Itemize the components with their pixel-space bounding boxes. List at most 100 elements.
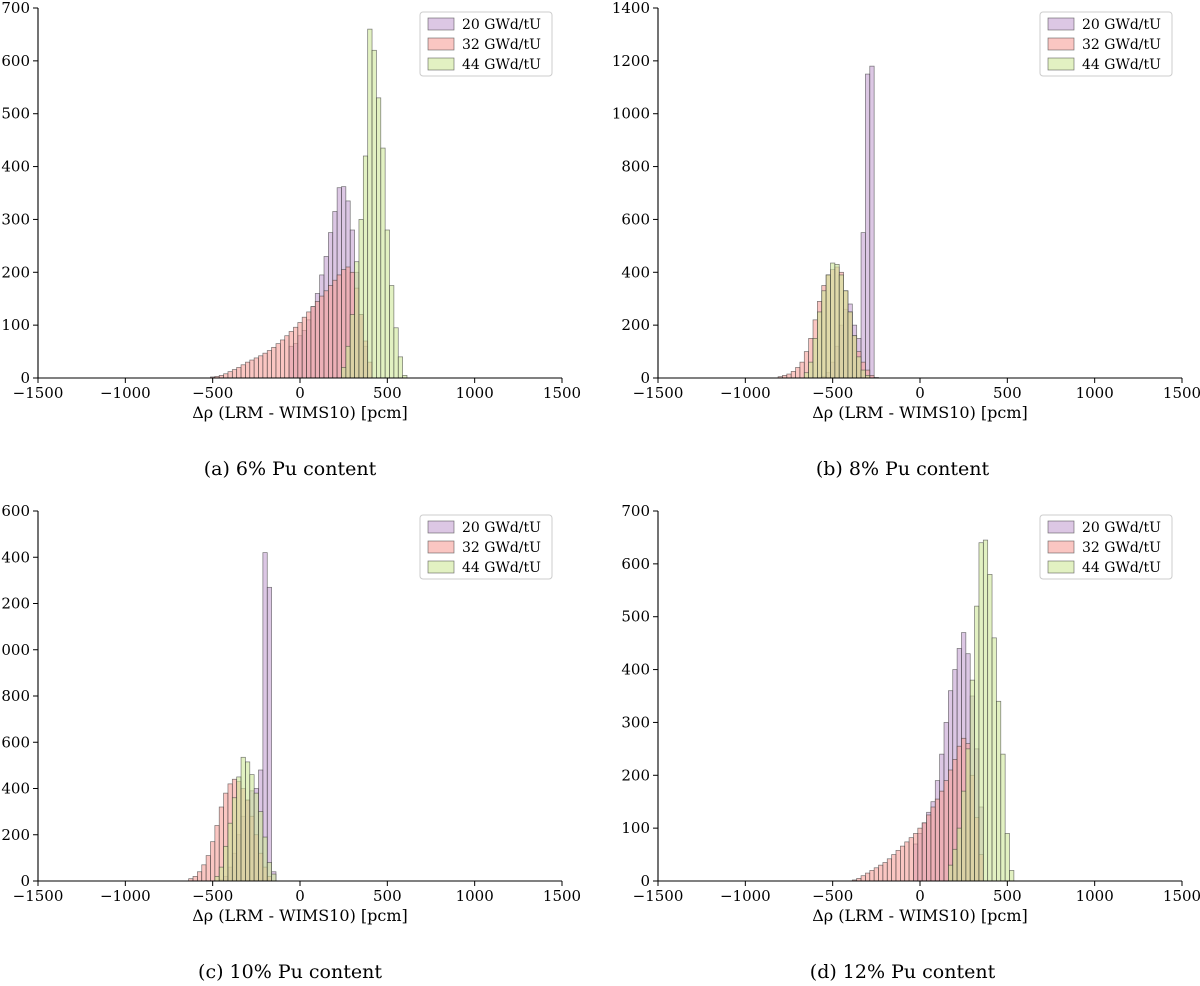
histogram-bar — [240, 756, 246, 882]
y-tick-label: 200 — [621, 316, 650, 334]
histogram-bar — [830, 262, 836, 379]
x-tick-label: −1000 — [100, 887, 151, 905]
y-tick-label: 0 — [20, 872, 30, 890]
histogram-bar — [808, 361, 814, 379]
histogram-bar — [803, 372, 810, 379]
histogram-bar — [921, 822, 927, 882]
x-tick-label: 500 — [373, 887, 402, 905]
histogram-bar — [860, 875, 866, 882]
x-tick-label: 1000 — [1076, 887, 1114, 905]
histogram-bar — [288, 331, 294, 379]
histogram-bar — [227, 371, 233, 379]
y-tick-label: 300 — [621, 713, 650, 731]
histogram-bar — [201, 864, 207, 882]
x-tick-label: 500 — [993, 384, 1022, 402]
histogram-bar — [847, 311, 853, 379]
x-tick-label: 0 — [295, 384, 305, 402]
legend: 20 GWd/tU 32 GWd/tU 44 GWd/tU — [419, 514, 553, 580]
histogram-bar — [934, 798, 940, 882]
legend-label: 20 GWd/tU — [1082, 520, 1161, 536]
histogram-bar — [393, 327, 399, 379]
histogram-bar — [262, 836, 268, 882]
histogram-bar — [825, 274, 831, 379]
histogram-bar — [253, 792, 259, 882]
x-tick-label: −500 — [192, 887, 233, 905]
histogram-bar — [275, 343, 281, 379]
y-tick-label: 400 — [1, 158, 30, 176]
histogram-bar — [900, 845, 906, 882]
histogram-bar — [939, 790, 945, 882]
histogram-bar — [873, 867, 879, 882]
histogram-bar — [913, 833, 919, 882]
legend-swatch — [427, 540, 455, 554]
histogram-bar — [790, 371, 796, 379]
histogram-bar — [323, 290, 329, 379]
chart-a: −1500 −1000 −500 0 500 1000 1500 0 100 200 300 400 5… — [1, 0, 581, 422]
histogram-bar — [869, 65, 875, 379]
x-tick-label: −500 — [192, 384, 233, 402]
histogram-bar — [223, 845, 229, 882]
x-tick-label: 1000 — [1076, 384, 1114, 402]
histogram-bar — [930, 806, 936, 882]
histogram-bar — [214, 825, 220, 882]
histogram-bar — [236, 367, 242, 379]
histogram-bar — [865, 73, 871, 379]
histogram-bar — [948, 769, 954, 882]
x-axis-label: Δρ (LRM - WIMS10) [pcm] — [192, 403, 408, 422]
histogram-bar — [987, 574, 993, 882]
legend-swatch — [1047, 17, 1075, 31]
histogram-bar — [328, 285, 334, 379]
histogram-bar — [262, 552, 268, 882]
legend-swatch — [1047, 57, 1075, 71]
histogram-bar — [786, 373, 792, 379]
histogram-bar — [301, 316, 307, 379]
panel-a: −1500 −1000 −500 0 500 1000 1500 0 100 200 300 400 5… — [0, 0, 600, 493]
histogram-bar — [982, 539, 989, 882]
legend-swatch — [1047, 540, 1075, 554]
y-tick-label: 700 — [621, 502, 650, 520]
x-tick-label: 0 — [295, 887, 305, 905]
caption-b: (b) 8% Pu content — [815, 458, 990, 480]
histogram-bar — [882, 862, 888, 882]
x-tick-label: 1000 — [456, 887, 494, 905]
y-tick-label: 400 — [1, 780, 30, 798]
y-tick-label: 0 — [640, 369, 650, 387]
histogram-bar — [869, 870, 875, 882]
legend-swatch — [427, 57, 455, 71]
y-tick-label: 800 — [621, 158, 650, 176]
legend-label: 44 GWd/tU — [1082, 560, 1161, 576]
histogram-bar — [974, 605, 980, 882]
histogram-bar — [795, 367, 801, 379]
histogram-bar — [908, 837, 914, 882]
histogram-bar — [965, 748, 971, 882]
legend-swatch — [1047, 37, 1075, 51]
x-tick-label: 1500 — [543, 384, 581, 402]
histogram-bar — [223, 373, 229, 379]
legend: 20 GWd/tU 32 GWd/tU 44 GWd/tU — [1039, 11, 1173, 77]
y-tick-label: 600 — [1, 52, 30, 70]
y-tick-label: 200 — [1, 263, 30, 281]
histogram-bar — [231, 369, 238, 379]
y-tick-label: 400 — [621, 661, 650, 679]
y-tick-label: 600 — [1, 733, 30, 751]
y-tick-label: 1000 — [0, 641, 30, 659]
histogram-bar — [319, 295, 325, 379]
histogram-bar — [197, 871, 203, 882]
histogram-bar — [389, 285, 395, 379]
histogram-bar — [991, 637, 997, 882]
histogram-bar — [376, 97, 382, 379]
histogram-bar — [258, 811, 264, 882]
histogram-bar — [384, 229, 390, 379]
histogram-bar — [245, 761, 251, 882]
histogram-bar — [1004, 833, 1010, 882]
x-tick-label: −500 — [812, 887, 853, 905]
chart-d: −1500 −1000 −500 0 500 1000 1500 0 100 200 300 400 5… — [621, 502, 1200, 925]
histogram-bar — [214, 876, 220, 882]
legend-swatch — [1047, 560, 1075, 574]
series-3 — [341, 28, 408, 379]
x-tick-label: −1000 — [100, 384, 151, 402]
histogram-bar — [306, 311, 312, 379]
histogram-bar — [397, 356, 403, 379]
histogram-bar — [996, 700, 1002, 882]
histogram-bar — [812, 338, 818, 379]
